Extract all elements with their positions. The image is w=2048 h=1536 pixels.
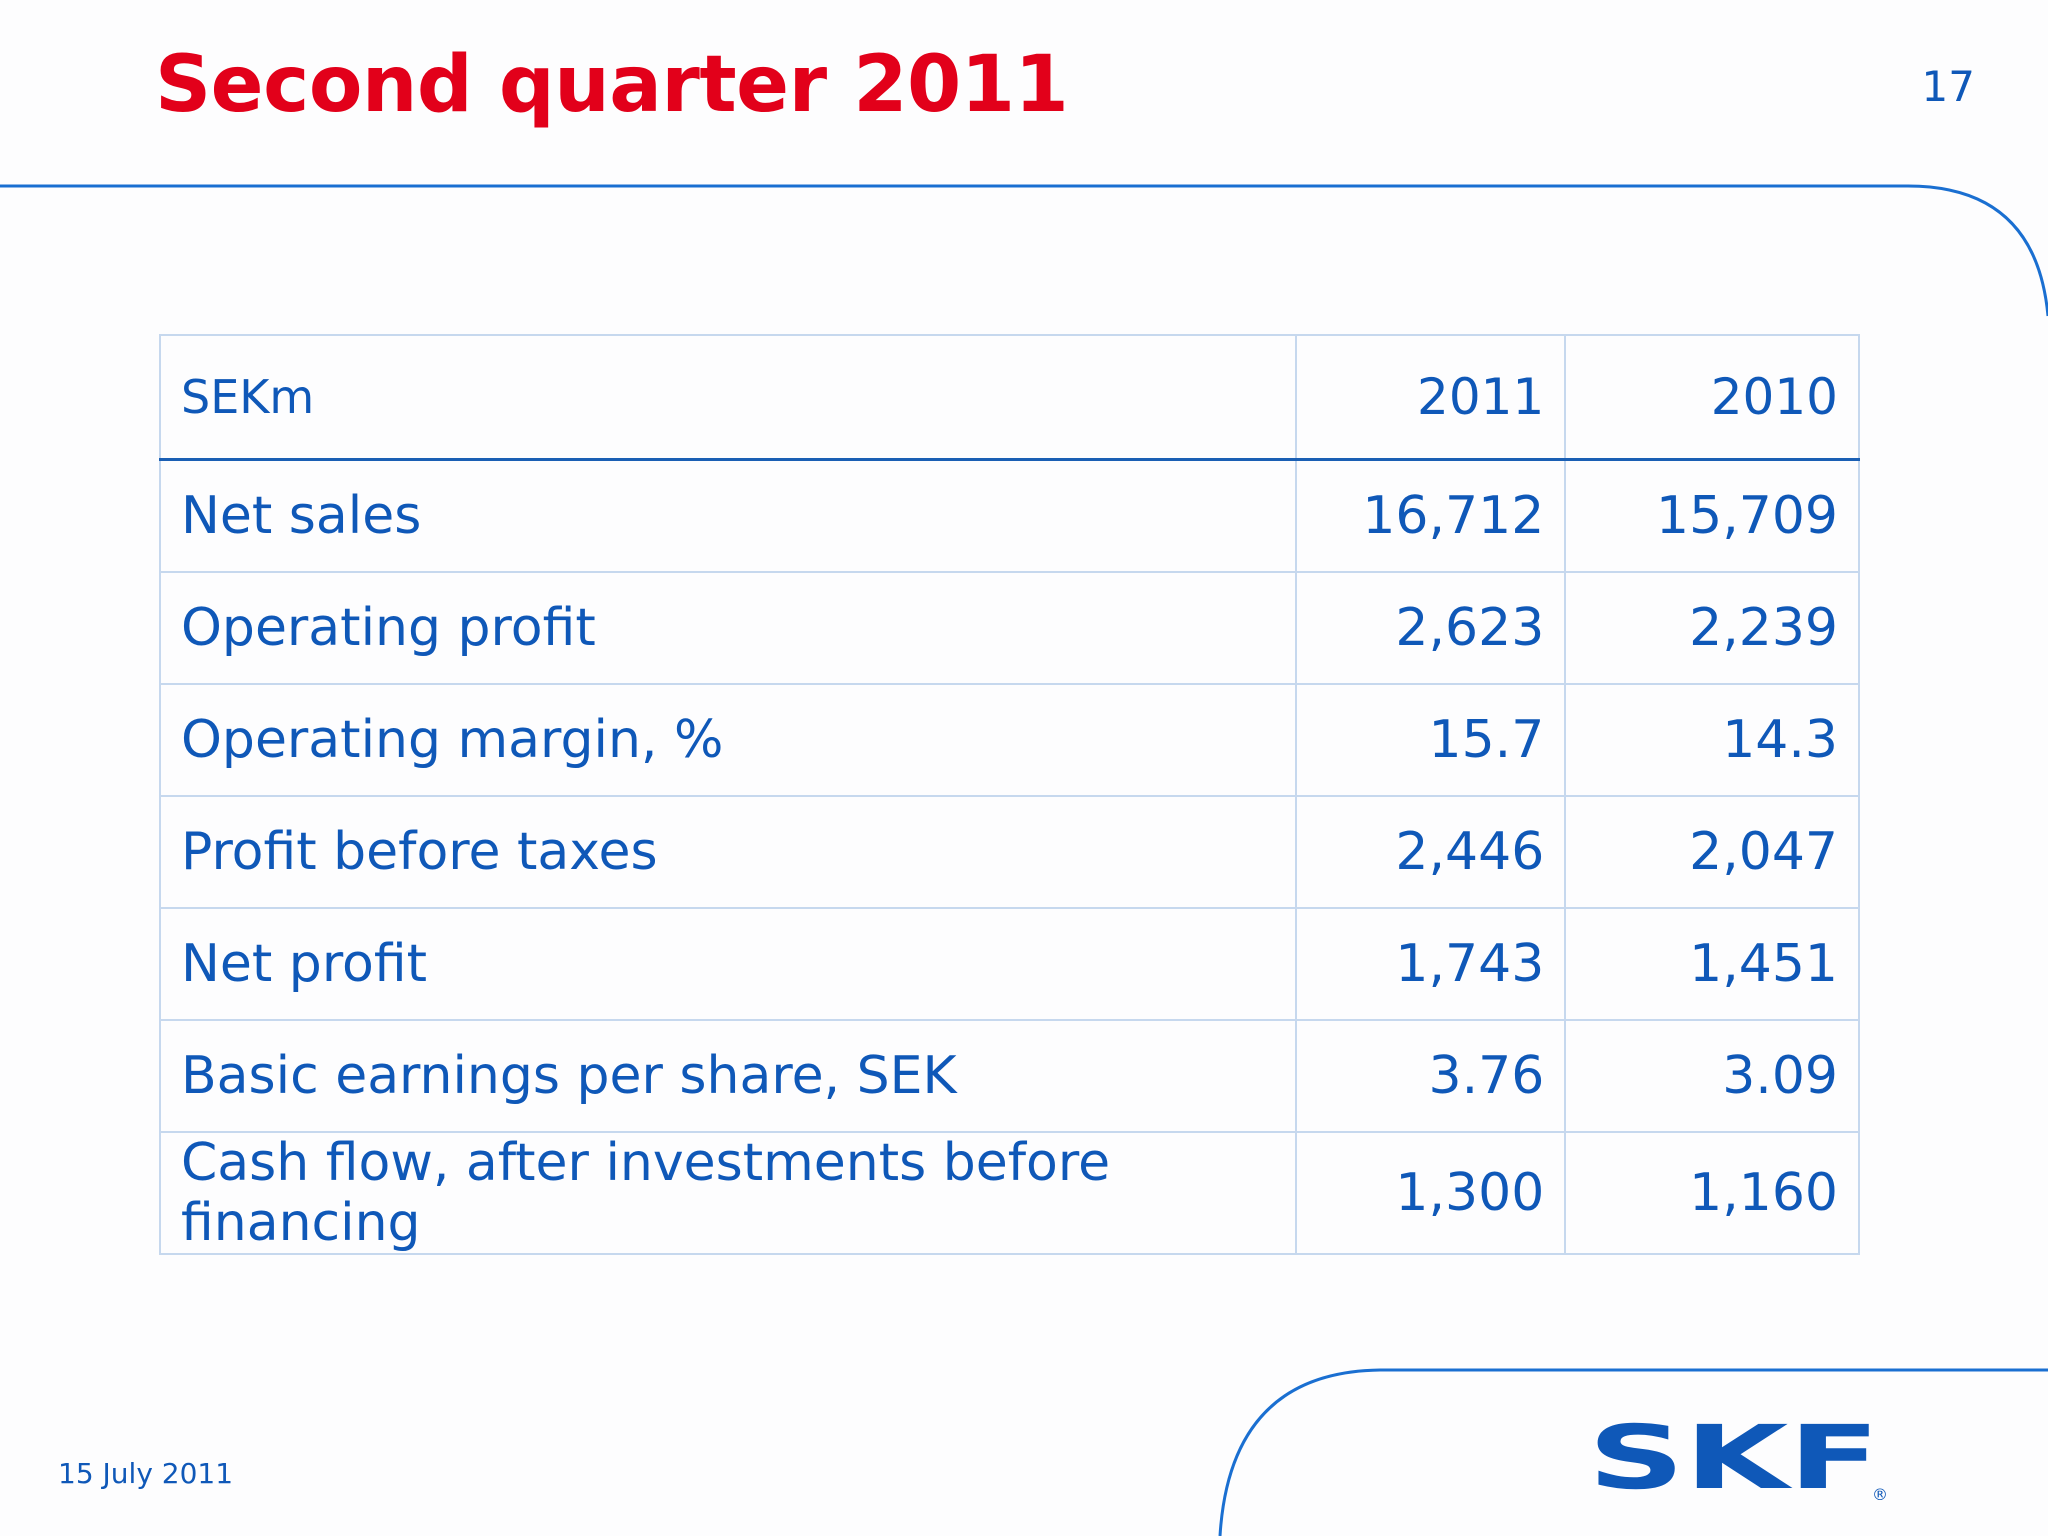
table-row: Profit before taxes 2,446 2,047 [159, 795, 1860, 909]
bottom-corner-curve [1218, 1368, 2048, 1536]
value-2010: 1,451 [1564, 907, 1860, 1021]
row-label: Cash flow, after investments before fina… [159, 1131, 1297, 1255]
header-year-2010: 2010 [1564, 334, 1860, 461]
value-2011: 2,623 [1294, 571, 1567, 685]
value-2010: 14.3 [1564, 683, 1860, 797]
table-row: Basic earnings per share, SEK 3.76 3.09 [159, 1019, 1860, 1133]
value-2011: 2,446 [1294, 795, 1567, 909]
row-label: Operating margin, % [159, 683, 1297, 797]
row-label: Net sales [159, 458, 1297, 573]
value-2011: 16,712 [1294, 458, 1567, 573]
value-2011: 1,300 [1294, 1131, 1567, 1255]
row-label: Net profit [159, 907, 1297, 1021]
skf-logo-wordmark: SKF [1588, 1418, 1880, 1506]
slide-title: Second quarter 2011 [155, 40, 1069, 130]
value-2010: 2,047 [1564, 795, 1860, 909]
value-2011: 1,743 [1294, 907, 1567, 1021]
table-header-row: SEKm 2011 2010 [159, 334, 1860, 461]
table-row: Net sales 16,712 15,709 [159, 458, 1860, 573]
value-2010: 1,160 [1564, 1131, 1860, 1255]
value-2010: 15,709 [1564, 458, 1860, 573]
value-2010: 3.09 [1564, 1019, 1860, 1133]
table-row: Net profit 1,743 1,451 [159, 907, 1860, 1021]
financial-summary-table: SEKm 2011 2010 Net sales 16,712 15,709 O… [159, 334, 1860, 1255]
table-row: Cash flow, after investments before fina… [159, 1131, 1860, 1255]
row-label: Operating profit [159, 571, 1297, 685]
row-label: Basic earnings per share, SEK [159, 1019, 1297, 1133]
value-2011: 3.76 [1294, 1019, 1567, 1133]
header-year-2011: 2011 [1294, 334, 1567, 461]
table-row: Operating profit 2,623 2,239 [159, 571, 1860, 685]
value-2011: 15.7 [1294, 683, 1567, 797]
header-unit: SEKm [159, 334, 1297, 461]
page-number: 17 [1921, 62, 1975, 111]
top-divider-curve [0, 184, 2048, 317]
row-label: Profit before taxes [159, 795, 1297, 909]
value-2010: 2,239 [1564, 571, 1860, 685]
registered-mark-icon: ® [1872, 1485, 1888, 1504]
skf-logo: SKF ® [1588, 1418, 1888, 1506]
table-row: Operating margin, % 15.7 14.3 [159, 683, 1860, 797]
slide-date: 15 July 2011 [58, 1457, 234, 1490]
